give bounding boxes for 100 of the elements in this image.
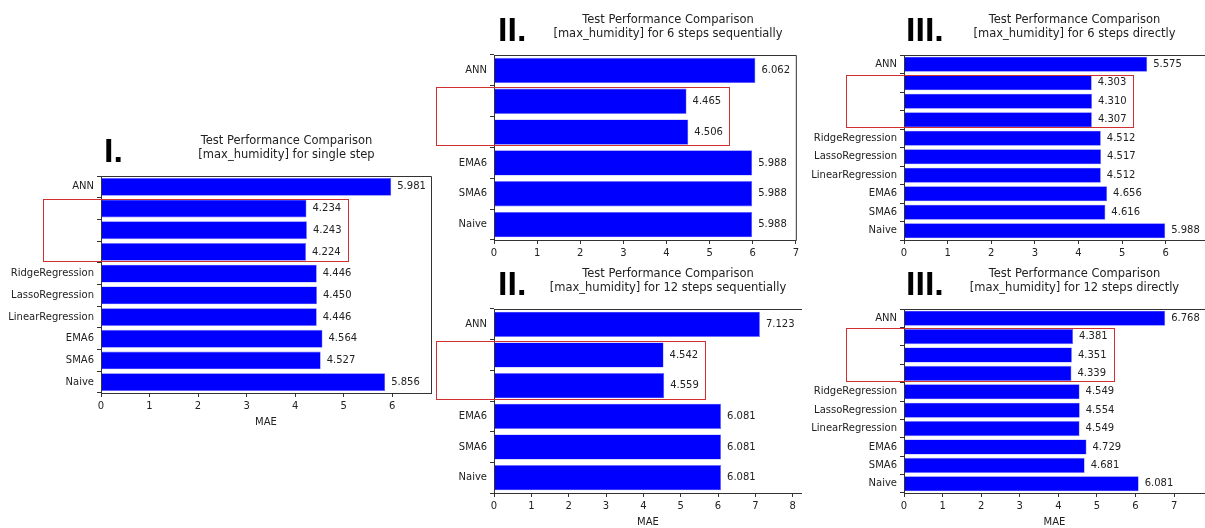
x-tick-label: 1 xyxy=(944,246,951,258)
x-tick-label: 4 xyxy=(291,399,299,411)
y-tick-label: Naive xyxy=(65,375,94,387)
x-tick-label: 2 xyxy=(194,399,202,411)
y-tick-label: LinearRegression xyxy=(8,310,94,322)
y-tick-label: LinearRegression xyxy=(811,422,897,434)
x-tick-label: 1 xyxy=(533,246,541,258)
y-tick-label: ANN xyxy=(465,317,487,329)
x-tick-label: 0 xyxy=(900,246,908,258)
x-tick-label: 7 xyxy=(1170,499,1178,511)
x-tick-label: 6 xyxy=(388,399,396,411)
data-label: 4.450 xyxy=(322,288,352,300)
data-label: 4.512 xyxy=(1106,168,1136,180)
y-tick-label: LassoRegression xyxy=(814,403,897,415)
data-label: 6.768 xyxy=(1171,311,1200,323)
data-label: 4.564 xyxy=(328,332,358,344)
y-tick-label: Naive xyxy=(868,477,897,489)
y-tick-label: SMA6 xyxy=(868,458,897,470)
y-tick-label: SMA6 xyxy=(458,440,487,452)
x-tick-label: 5 xyxy=(1093,499,1101,511)
y-tick-label: EMA6 xyxy=(458,156,487,168)
x-axis-title: MAE xyxy=(255,415,277,427)
data-label: 4.351 xyxy=(1077,348,1107,360)
x-tick-label: 1 xyxy=(939,499,946,511)
text: III. xyxy=(906,264,944,302)
data-label: 4.542 xyxy=(669,348,699,360)
x-tick-label: 6 xyxy=(714,499,722,511)
y-tick-label: ANN xyxy=(875,57,897,69)
y-tick-label: LassoRegression xyxy=(814,150,897,162)
x-tick-label: 8 xyxy=(789,499,796,511)
x-tick-label: 2 xyxy=(577,246,584,258)
data-label: 4.243 xyxy=(312,223,342,235)
data-label: 4.224 xyxy=(311,245,341,257)
x-tick-label: 1 xyxy=(528,499,535,511)
y-tick-label: EMA6 xyxy=(868,440,897,452)
y-tick-label: LassoRegression xyxy=(11,288,94,300)
data-label: 4.616 xyxy=(1111,205,1141,217)
x-tick-label: 2 xyxy=(565,499,572,511)
x-tick-label: 3 xyxy=(243,399,250,411)
x-tick-label: 6 xyxy=(1162,246,1169,258)
y-tick-label: SMA6 xyxy=(458,187,487,199)
x-tick-label: 3 xyxy=(602,499,610,511)
data-label: 4.303 xyxy=(1097,76,1127,88)
y-tick-label: SMA6 xyxy=(868,205,897,217)
data-label: 6.081 xyxy=(727,471,756,483)
x-tick-label: 5 xyxy=(706,246,713,258)
y-tick-label: RidgeRegression xyxy=(813,131,897,143)
x-tick-label: 0 xyxy=(97,399,105,411)
x-tick-label: 0 xyxy=(900,499,908,511)
data-label: 5.988 xyxy=(758,187,787,199)
text: III. xyxy=(906,10,944,48)
data-label: 5.575 xyxy=(1153,57,1182,69)
data-label: 6.081 xyxy=(727,409,756,421)
data-label: 4.465 xyxy=(692,94,722,106)
y-tick-label: EMA6 xyxy=(65,332,94,344)
data-label: 6.081 xyxy=(1144,477,1174,489)
data-label: 4.656 xyxy=(1113,187,1142,199)
x-tick-label: 3 xyxy=(1031,246,1039,258)
x-tick-label: 1 xyxy=(146,399,153,411)
data-label: 4.554 xyxy=(1085,403,1115,415)
x-tick-label: 0 xyxy=(490,246,498,258)
data-label: 4.512 xyxy=(1106,131,1136,143)
data-label: 6.062 xyxy=(761,64,791,76)
x-tick-label: 0 xyxy=(490,499,498,511)
x-tick-label: 3 xyxy=(1016,499,1023,511)
x-axis-title: MAE xyxy=(1043,515,1066,527)
x-tick-label: 2 xyxy=(988,246,995,258)
x-tick-label: 5 xyxy=(677,499,684,511)
data-label: 4.527 xyxy=(326,354,356,366)
x-tick-label: 6 xyxy=(749,246,756,258)
data-label: 4.729 xyxy=(1092,440,1122,452)
x-tick-label: 6 xyxy=(1132,499,1139,511)
y-tick-label: LinearRegression xyxy=(811,168,897,180)
data-label: 5.988 xyxy=(758,156,787,168)
y-tick-label: Naive xyxy=(458,471,487,483)
data-label: 4.549 xyxy=(1085,422,1115,434)
x-tick-label: 4 xyxy=(663,246,670,258)
text: I. xyxy=(104,131,123,169)
data-label: 5.856 xyxy=(391,375,420,387)
x-tick-label: 7 xyxy=(792,246,800,258)
data-label: 4.549 xyxy=(1085,385,1115,397)
y-tick-label: Naive xyxy=(868,224,897,236)
y-tick-label: EMA6 xyxy=(868,187,897,199)
data-label: 4.339 xyxy=(1077,366,1107,378)
x-tick-label: 4 xyxy=(1075,246,1082,258)
chart-title: Test Performance Comparison [max_humidity] for 6 steps sequentially xyxy=(552,12,784,40)
x-tick-label: 3 xyxy=(620,246,627,258)
data-label: 4.446 xyxy=(322,267,352,279)
data-label: 4.681 xyxy=(1090,458,1120,470)
text: II. xyxy=(498,10,527,48)
y-tick-label: ANN xyxy=(72,180,94,192)
x-tick-label: 5 xyxy=(1118,246,1126,258)
y-tick-label: Naive xyxy=(458,218,487,230)
data-label: 4.506 xyxy=(694,125,723,137)
chart-title: Test Performance Comparison [max_humidity] for 12 steps directly xyxy=(968,266,1181,294)
x-tick-label: 5 xyxy=(340,399,347,411)
data-label: 4.310 xyxy=(1098,94,1127,106)
y-tick-label: ANN xyxy=(465,64,487,76)
y-tick-label: RidgeRegression xyxy=(813,385,897,397)
data-label: 6.081 xyxy=(727,440,756,452)
